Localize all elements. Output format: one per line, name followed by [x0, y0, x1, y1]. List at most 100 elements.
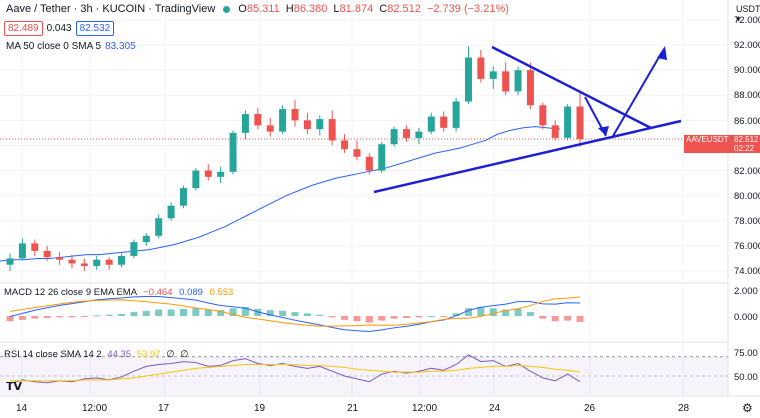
- macd-histogram-bar: [328, 316, 336, 318]
- candle-body: [390, 129, 398, 145]
- macd-histogram-bar: [526, 312, 534, 316]
- candle-body: [167, 205, 175, 219]
- rsi-legend[interactable]: RSI 14 close SMA 14 2 44.35 53.97 ∅ ∅: [4, 349, 189, 360]
- candle-body: [415, 131, 423, 138]
- candle-body: [464, 57, 472, 102]
- candle-body: [142, 235, 150, 243]
- macd-histogram-bar: [303, 313, 311, 316]
- macd-histogram-bar: [254, 308, 262, 316]
- macd-histogram-bar: [452, 313, 460, 316]
- macd-histogram-bar: [440, 316, 448, 317]
- macd-histogram-bar: [464, 308, 472, 316]
- tradingview-logo-icon[interactable]: 𝗧𝗩: [6, 381, 23, 393]
- ma-legend[interactable]: MA 50 close 0 SMA 5 83.305: [6, 41, 136, 52]
- macd-histogram-bar: [6, 316, 14, 322]
- symbol-price-tag: AAVEUSDT: [684, 135, 733, 153]
- price-tick: 92.000: [734, 40, 760, 51]
- macd-histogram-bar: [551, 316, 559, 322]
- macd-histogram-bar: [502, 309, 510, 316]
- bid-ask: 82.489 0.043 82.532: [4, 21, 115, 36]
- candle-body: [80, 263, 88, 266]
- price-tick: 88.000: [734, 90, 760, 101]
- ohlc-values: O85.311 H86.380 L81.874 C82.512 −2.739 (…: [238, 3, 509, 15]
- buy-button[interactable]: 82.532: [75, 21, 115, 36]
- macd-histogram-bar: [31, 316, 39, 319]
- candle-body: [179, 188, 187, 206]
- price-tick: 72.000: [734, 15, 760, 26]
- market-status-icon: [223, 5, 231, 13]
- candle-body: [18, 243, 26, 259]
- last-price-tag: 82.512 02:22: [732, 135, 760, 153]
- time-tick: 24: [489, 403, 501, 414]
- candle-body: [341, 140, 349, 150]
- time-tick: 12:00: [82, 403, 108, 414]
- macd-histogram-bar: [179, 308, 187, 316]
- time-tick: 12:00: [412, 403, 438, 414]
- price-tick: 80.000: [734, 191, 760, 202]
- candle-body: [217, 171, 225, 177]
- candle-body: [266, 125, 274, 132]
- candle-body: [229, 132, 237, 172]
- candle-body: [43, 250, 51, 258]
- macd-histogram-bar: [378, 316, 386, 321]
- ma-line: [0, 126, 561, 262]
- sell-button[interactable]: 82.489: [4, 21, 43, 36]
- macd-histogram-bar: [204, 309, 212, 316]
- candle-body: [365, 156, 373, 171]
- time-tick: 17: [158, 403, 170, 414]
- price-tick: 74.000: [734, 266, 760, 277]
- macd-histogram-bar: [266, 310, 274, 316]
- candle-body: [241, 114, 249, 133]
- candle-body: [477, 57, 485, 79]
- candle-body: [576, 106, 584, 140]
- macd-histogram-bar: [403, 316, 411, 318]
- macd-histogram-bar: [130, 312, 138, 316]
- price-tick: 76.000: [734, 241, 760, 252]
- macd-histogram-bar: [118, 314, 126, 316]
- macd-line: [9, 295, 581, 332]
- macd-histogram-bar: [217, 310, 225, 316]
- candle-body: [68, 259, 76, 264]
- chart-header: Aave / Tether · 3h · KUCOIN · TradingVie…: [6, 3, 512, 15]
- candle-body: [316, 119, 324, 130]
- candle-body: [551, 125, 559, 138]
- candle-body: [489, 71, 497, 79]
- macd-histogram-bar: [241, 306, 249, 316]
- macd-histogram-bar: [155, 309, 163, 316]
- candle-body: [328, 119, 336, 141]
- macd-histogram-bar: [93, 315, 101, 317]
- candle-body: [93, 259, 101, 266]
- arrow-up-line: [612, 51, 663, 137]
- macd-histogram-bar: [365, 316, 373, 323]
- candle-body: [192, 170, 200, 189]
- macd-tick: 0.000: [734, 312, 758, 323]
- macd-histogram-bar: [316, 314, 324, 316]
- candle-body: [6, 258, 14, 265]
- macd-histogram-bar: [142, 310, 150, 316]
- macd-histogram-bar: [353, 316, 361, 322]
- macd-histogram-bar: [68, 316, 76, 318]
- time-tick: 21: [347, 403, 359, 414]
- macd-legend[interactable]: MACD 12 26 close 9 EMA EMA −0.464 0.089 …: [4, 287, 234, 298]
- macd-histogram-bar: [56, 316, 64, 318]
- time-tick: 26: [584, 403, 596, 414]
- rsi-tick: 50.00: [734, 372, 758, 383]
- price-tick: 90.000: [734, 65, 760, 76]
- candle-body: [254, 114, 262, 126]
- candle-body: [539, 105, 547, 126]
- gear-icon[interactable]: ⚙: [742, 401, 753, 415]
- macd-histogram-bar: [564, 316, 572, 321]
- rsi-sma-line: [10, 363, 581, 382]
- candle-body: [526, 70, 534, 106]
- macd-histogram-bar: [279, 310, 287, 316]
- symbol-title[interactable]: Aave / Tether · 3h · KUCOIN · TradingVie…: [6, 3, 216, 15]
- signal-line: [9, 296, 581, 327]
- candle-body: [56, 257, 64, 260]
- macd-histogram-bar: [477, 306, 485, 316]
- change-value: −2.739 (−3.21%): [426, 3, 509, 15]
- candle-body: [452, 101, 460, 128]
- arrow-up-head: [657, 46, 667, 60]
- candle-body: [291, 109, 299, 121]
- currency-selector[interactable]: USDT ▾: [736, 4, 760, 24]
